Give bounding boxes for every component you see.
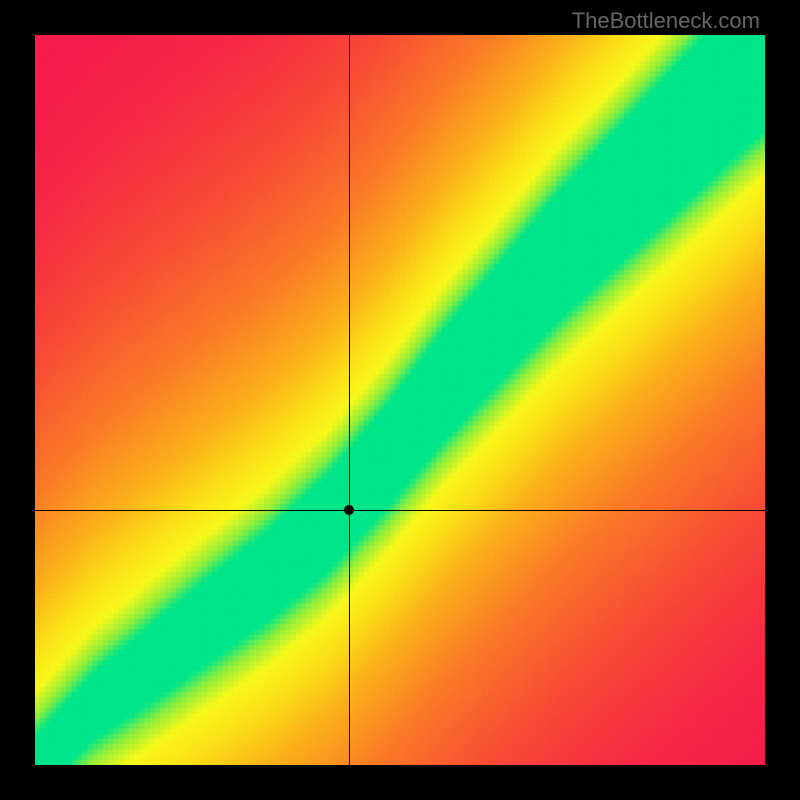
plot-area bbox=[35, 35, 765, 765]
heatmap-canvas bbox=[35, 35, 765, 765]
marker-point bbox=[344, 505, 354, 515]
chart-container: TheBottleneck.com bbox=[0, 0, 800, 800]
watermark-text: TheBottleneck.com bbox=[572, 8, 760, 34]
crosshair-horizontal bbox=[35, 510, 765, 511]
crosshair-vertical bbox=[349, 35, 350, 765]
